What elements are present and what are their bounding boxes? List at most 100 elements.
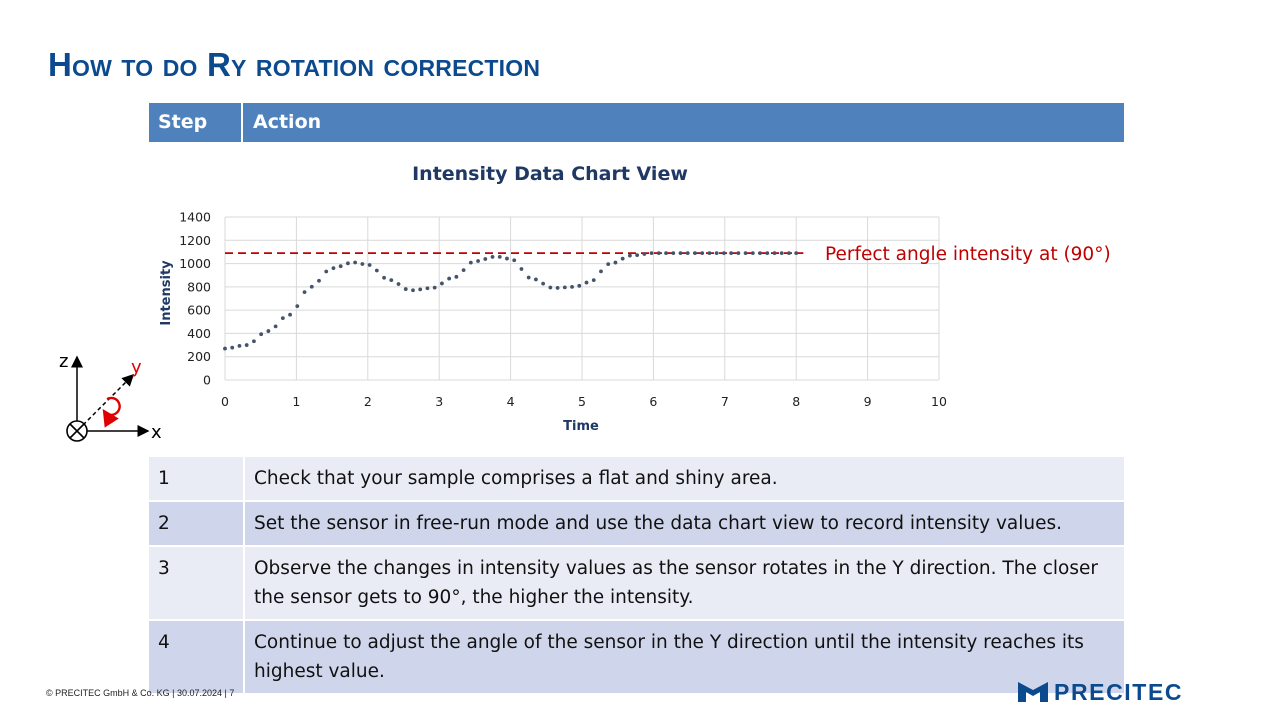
data-point	[432, 285, 437, 290]
data-point	[461, 268, 466, 272]
data-point	[794, 251, 799, 255]
y-tick-label: 1400	[179, 210, 211, 225]
data-point	[534, 277, 538, 282]
x-tick-label: 4	[507, 394, 515, 409]
y-tick-label: 800	[187, 279, 211, 294]
data-point	[685, 251, 690, 255]
x-tick-labels: 0 1 2 3 4 5 6 7 8 9 10	[221, 394, 947, 409]
data-point	[577, 283, 582, 288]
x-tick-label: 10	[931, 394, 947, 409]
data-point	[541, 281, 546, 286]
data-point	[302, 290, 307, 295]
data-point	[244, 343, 249, 347]
cross-circle-icon	[66, 420, 88, 442]
data-point	[324, 269, 329, 274]
y-tick-labels: 0 200 400 600 800 1000 1200 1400	[179, 210, 211, 388]
data-point	[628, 253, 632, 258]
data-point	[425, 286, 430, 291]
step-action: Set the sensor in free-run mode and use …	[254, 513, 1062, 534]
logo-mark-icon	[1018, 682, 1048, 702]
step-number: 1	[149, 457, 245, 501]
x-tick-label: 3	[435, 394, 443, 409]
data-point	[700, 251, 705, 255]
data-point	[505, 256, 509, 261]
data-point	[779, 251, 784, 255]
data-point	[317, 278, 321, 283]
y-tick-label: 1000	[179, 256, 211, 271]
data-point	[519, 267, 524, 271]
header-step: Step	[149, 103, 243, 142]
data-point	[671, 251, 676, 255]
x-tick-label: 7	[721, 394, 729, 409]
table-row: 2 Set the sensor in free-run mode and us…	[149, 501, 1124, 546]
data-point	[693, 251, 697, 255]
data-point	[664, 251, 668, 255]
data-point	[721, 251, 726, 255]
logo-text: PRECITEC	[1054, 678, 1184, 705]
x-tick-label: 2	[364, 394, 372, 409]
data-point	[765, 251, 770, 255]
data-point	[707, 251, 712, 255]
table-row: 3 Observe the changes in intensity value…	[149, 546, 1124, 620]
data-point	[562, 285, 567, 290]
data-point	[331, 266, 336, 271]
data-point	[389, 278, 394, 283]
data-point	[396, 282, 401, 286]
step-action: Observe the changes in intensity values …	[254, 558, 1098, 608]
step-number: 3	[149, 546, 245, 620]
x-label: x	[151, 422, 162, 443]
data-point	[440, 281, 444, 286]
z-label: z	[59, 351, 68, 372]
x-tick-label: 1	[292, 394, 300, 409]
data-point	[418, 287, 423, 292]
step-number: 4	[149, 620, 245, 694]
y-tick-label: 600	[187, 303, 211, 318]
data-point	[252, 339, 256, 344]
data-point	[309, 284, 314, 289]
step-number: 2	[149, 501, 245, 546]
y-axis-label: Intensity	[159, 260, 174, 326]
data-point	[526, 275, 531, 280]
x-tick-label: 5	[578, 394, 586, 409]
data-point	[555, 286, 560, 290]
data-point	[548, 285, 553, 290]
data-point	[367, 263, 372, 267]
data-point	[649, 251, 654, 256]
chart-grid	[224, 216, 940, 381]
data-point	[295, 304, 300, 309]
data-point	[374, 268, 379, 273]
y-tick-label: 0	[203, 373, 211, 388]
table-row: 4 Continue to adjust the angle of the se…	[149, 620, 1124, 694]
step-action: Check that your sample comprises a flat …	[254, 468, 778, 489]
data-point	[606, 262, 611, 267]
footer-copyright: © PRECITEC GmbH & Co. KG | 30.07.2024 | …	[46, 688, 235, 698]
axes-figure: z y x	[59, 351, 162, 443]
data-point	[382, 275, 386, 280]
x-axis-label: Time	[563, 419, 599, 434]
data-point	[512, 258, 517, 263]
data-point	[497, 255, 502, 259]
rotation-arrow-icon	[102, 396, 121, 428]
data-point	[468, 260, 473, 265]
data-point	[483, 257, 488, 261]
data-point	[787, 251, 791, 255]
data-point	[288, 312, 292, 317]
x-tick-label: 9	[864, 394, 872, 409]
data-point	[447, 276, 452, 281]
data-point	[280, 316, 285, 321]
table-row: 1 Check that your sample comprises a fla…	[149, 457, 1124, 501]
data-point	[678, 251, 683, 255]
data-point	[273, 324, 278, 329]
data-point	[454, 274, 459, 279]
data-point	[259, 332, 264, 337]
steps-table: 1 Check that your sample comprises a fla…	[149, 457, 1124, 695]
data-point	[750, 251, 755, 255]
data-point	[758, 251, 762, 255]
x-tick-label: 6	[649, 394, 657, 409]
precitec-logo: PRECITEC	[1018, 678, 1184, 705]
data-point	[266, 329, 271, 333]
data-point	[584, 280, 589, 285]
data-point	[570, 285, 574, 289]
data-point	[736, 251, 741, 255]
y-label: y	[131, 357, 142, 378]
